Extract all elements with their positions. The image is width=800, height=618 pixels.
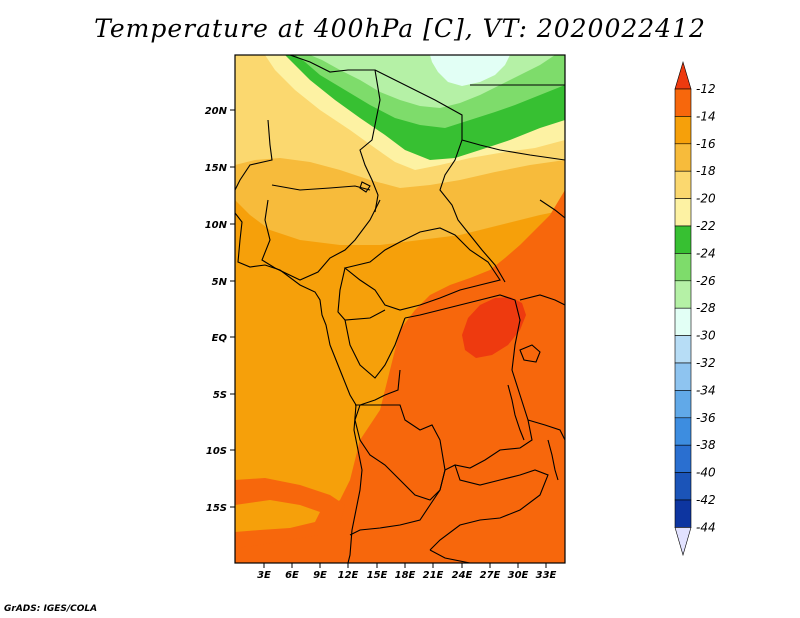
lon-label: 9E	[313, 570, 327, 581]
lat-label: 10N	[205, 220, 228, 231]
border-sahel	[235, 119, 273, 191]
colorbar-label: -16	[696, 137, 716, 151]
border-zambia	[429, 464, 549, 551]
colorbar-box	[674, 116, 692, 145]
lon-axis: 3E 6E 9E 12E 15E 18E 21E 24E 27E 30E 33E	[257, 563, 557, 581]
colorbar-box	[674, 499, 692, 528]
border-sudan	[461, 139, 565, 161]
border-ethiopia	[539, 199, 565, 219]
lon-label: 3E	[257, 570, 271, 581]
colorbar-tip-bottom	[674, 527, 692, 557]
colorbar-label: -14	[696, 109, 716, 123]
colorbar-label: -20	[696, 192, 716, 206]
lat-axis: 20N 15N 10N 5N EQ 5S 10S 15S	[205, 106, 235, 514]
colorbar-label: -32	[696, 356, 716, 370]
lon-label: 27E	[480, 570, 501, 581]
colorbar-box	[674, 253, 692, 282]
lon-label: 6E	[285, 570, 299, 581]
border-north-2	[374, 69, 506, 283]
map-title: Temperature at 400hPa [C], VT: 202002241…	[94, 14, 706, 43]
lon-label: 18E	[395, 570, 416, 581]
lake-chad	[359, 181, 371, 193]
lat-label: 10S	[206, 446, 227, 457]
border-tanzania	[527, 419, 565, 441]
lat-label: 5S	[213, 390, 227, 401]
colorbar-box	[674, 444, 692, 473]
field-core-warmest	[462, 297, 526, 358]
border-drc	[354, 294, 533, 501]
colorbar-box	[674, 417, 692, 446]
colorbar-box	[674, 362, 692, 391]
lake-malawi	[547, 439, 559, 481]
border-congo	[344, 317, 406, 379]
colorbar-label: -24	[696, 246, 716, 260]
colorbar-box	[674, 170, 692, 199]
lon-label: 24E	[452, 570, 473, 581]
colorbar-box	[674, 472, 692, 501]
lake-tanganyika	[507, 384, 525, 441]
border-cameroon	[337, 267, 386, 321]
colorbar-box	[674, 335, 692, 364]
border-car	[343, 227, 501, 311]
lon-label: 21E	[423, 570, 444, 581]
temperature-field	[235, 55, 565, 563]
colorbar-label: -28	[696, 301, 716, 315]
lon-label: 15E	[367, 570, 388, 581]
lat-label: EQ	[212, 333, 228, 344]
colorbar-label: -18	[696, 164, 716, 178]
colorbar-label: -34	[696, 383, 716, 397]
colorbar-label: -12	[696, 82, 716, 96]
country-boundaries	[235, 55, 565, 563]
colorbar-box	[674, 143, 692, 172]
colorbar-label: -42	[696, 493, 716, 507]
map-frame	[234, 54, 566, 564]
colorbar-label: -22	[696, 219, 716, 233]
field-band-12-14	[235, 190, 565, 563]
colorbar-box	[674, 198, 692, 227]
colorbar-label: -44	[696, 520, 716, 534]
border-north-1	[289, 55, 381, 213]
colorbar-label: -30	[696, 329, 716, 343]
lake-victoria	[519, 344, 541, 363]
colorbar-labels: -12 -14 -16 -18 -20 -22 -24 -26 -28 -30 …	[696, 82, 716, 534]
border-east	[519, 294, 565, 306]
colorbar	[674, 60, 692, 557]
colorbar-tip-top	[674, 60, 692, 90]
credit-label: GrADS: IGES/COLA	[4, 604, 98, 614]
colorbar-box	[674, 225, 692, 254]
border-south	[429, 549, 471, 563]
lat-label: 15N	[205, 163, 228, 174]
colorbar-box	[674, 307, 692, 336]
lon-label: 12E	[338, 570, 359, 581]
lat-label: 20N	[205, 106, 228, 117]
colorbar-label: -36	[696, 411, 716, 425]
lat-label: 15S	[206, 503, 227, 514]
coastline-west	[235, 212, 363, 563]
colorbar-box	[674, 88, 692, 117]
colorbar-box	[674, 390, 692, 419]
lon-label: 30E	[508, 570, 529, 581]
colorbar-label: -40	[696, 466, 716, 480]
colorbar-label: -26	[696, 274, 716, 288]
lat-label: 5N	[212, 277, 228, 288]
border-angola	[349, 404, 446, 536]
field-band-14-16-sw	[235, 500, 320, 532]
colorbar-box	[674, 280, 692, 309]
colorbar-label: -38	[696, 438, 716, 452]
lon-label: 33E	[536, 570, 557, 581]
field-band-28-30	[430, 55, 510, 86]
border-nigeria	[261, 199, 381, 281]
